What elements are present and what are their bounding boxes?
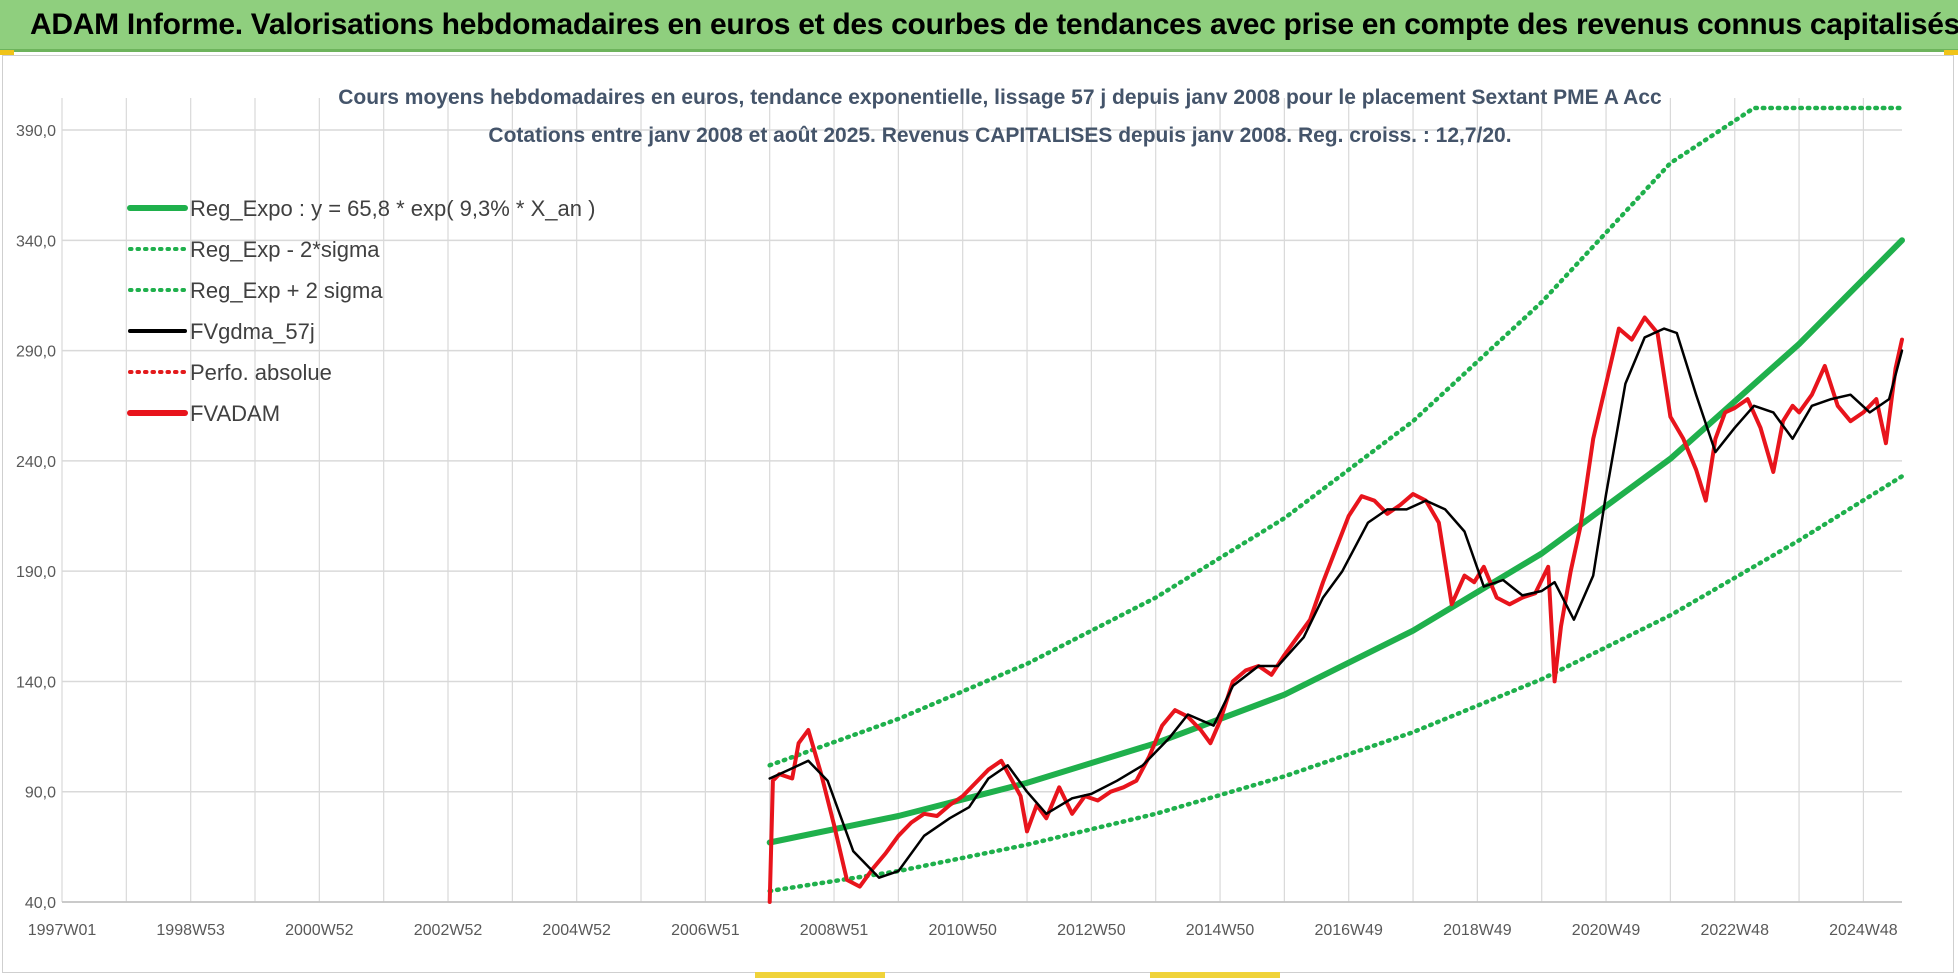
x-tick-label: 1998W53 bbox=[156, 922, 225, 939]
x-tick-label: 2004W52 bbox=[542, 922, 611, 939]
bottom-strip bbox=[1150, 972, 1280, 978]
x-tick-label: 2000W52 bbox=[285, 922, 354, 939]
x-tick-label: 2008W51 bbox=[800, 922, 869, 939]
legend-label: Reg_Exp - 2*sigma bbox=[190, 237, 380, 262]
legend-label: Perfo. absolue bbox=[190, 360, 332, 385]
x-tick-label: 2002W52 bbox=[414, 922, 483, 939]
chart-subtitle: Cotations entre janv 2008 et août 2025. … bbox=[488, 124, 1511, 147]
legend-label: FVADAM bbox=[190, 401, 280, 426]
y-tick-label: 90,0 bbox=[25, 785, 56, 802]
x-tick-label: 2012W50 bbox=[1057, 922, 1126, 939]
y-tick-label: 140,0 bbox=[16, 674, 56, 691]
grid bbox=[61, 98, 1902, 903]
y-tick-label: 40,0 bbox=[25, 895, 56, 912]
series-line-1 bbox=[767, 474, 1905, 894]
chart-frame bbox=[2, 55, 1954, 973]
x-tick-label: 1997W01 bbox=[28, 922, 97, 939]
header-band bbox=[0, 0, 1958, 52]
x-tick-label: 2024W48 bbox=[1829, 922, 1898, 939]
x-tick-label: 2010W50 bbox=[928, 922, 997, 939]
x-tick-label: 2006W51 bbox=[671, 922, 740, 939]
y-tick-label: 390,0 bbox=[16, 123, 56, 140]
series-line-5 bbox=[767, 315, 1904, 904]
y-tick-label: 190,0 bbox=[16, 564, 56, 581]
series bbox=[766, 105, 1905, 904]
y-tick-label: 290,0 bbox=[16, 344, 56, 361]
x-tick-label: 2014W50 bbox=[1186, 922, 1255, 939]
legend-label: Reg_Exp + 2 sigma bbox=[190, 278, 383, 303]
axes: 40,0 90,0 140,0 190,0 240,0 290,0 340,0 390,0 19… bbox=[16, 123, 1902, 939]
y-tick-label: 340,0 bbox=[16, 233, 56, 250]
corner-marker bbox=[1944, 50, 1958, 55]
x-tick-label: 2020W49 bbox=[1572, 922, 1641, 939]
y-tick-label: 240,0 bbox=[16, 454, 56, 471]
series-line-0 bbox=[766, 237, 1905, 846]
legend-label: FVgdma_57j bbox=[190, 319, 315, 344]
series-line-3 bbox=[768, 327, 1904, 879]
corner-marker bbox=[0, 50, 14, 55]
bottom-strip bbox=[755, 972, 885, 978]
series-line-2 bbox=[767, 105, 1905, 768]
page-title: ADAM Informe. Valorisations hebdomadaire… bbox=[30, 8, 1958, 41]
x-tick-label: 2022W48 bbox=[1700, 922, 1769, 939]
x-tick-label: 2018W49 bbox=[1443, 922, 1512, 939]
legend-label: Reg_Expo : y = 65,8 * exp( 9,3% * X_an ) bbox=[190, 196, 595, 221]
x-tick-label: 2016W49 bbox=[1314, 922, 1383, 939]
legend: Reg_Expo : y = 65,8 * exp( 9,3% * X_an )… bbox=[127, 196, 595, 426]
chart-title: Cours moyens hebdomadaires en euros, ten… bbox=[338, 86, 1662, 109]
